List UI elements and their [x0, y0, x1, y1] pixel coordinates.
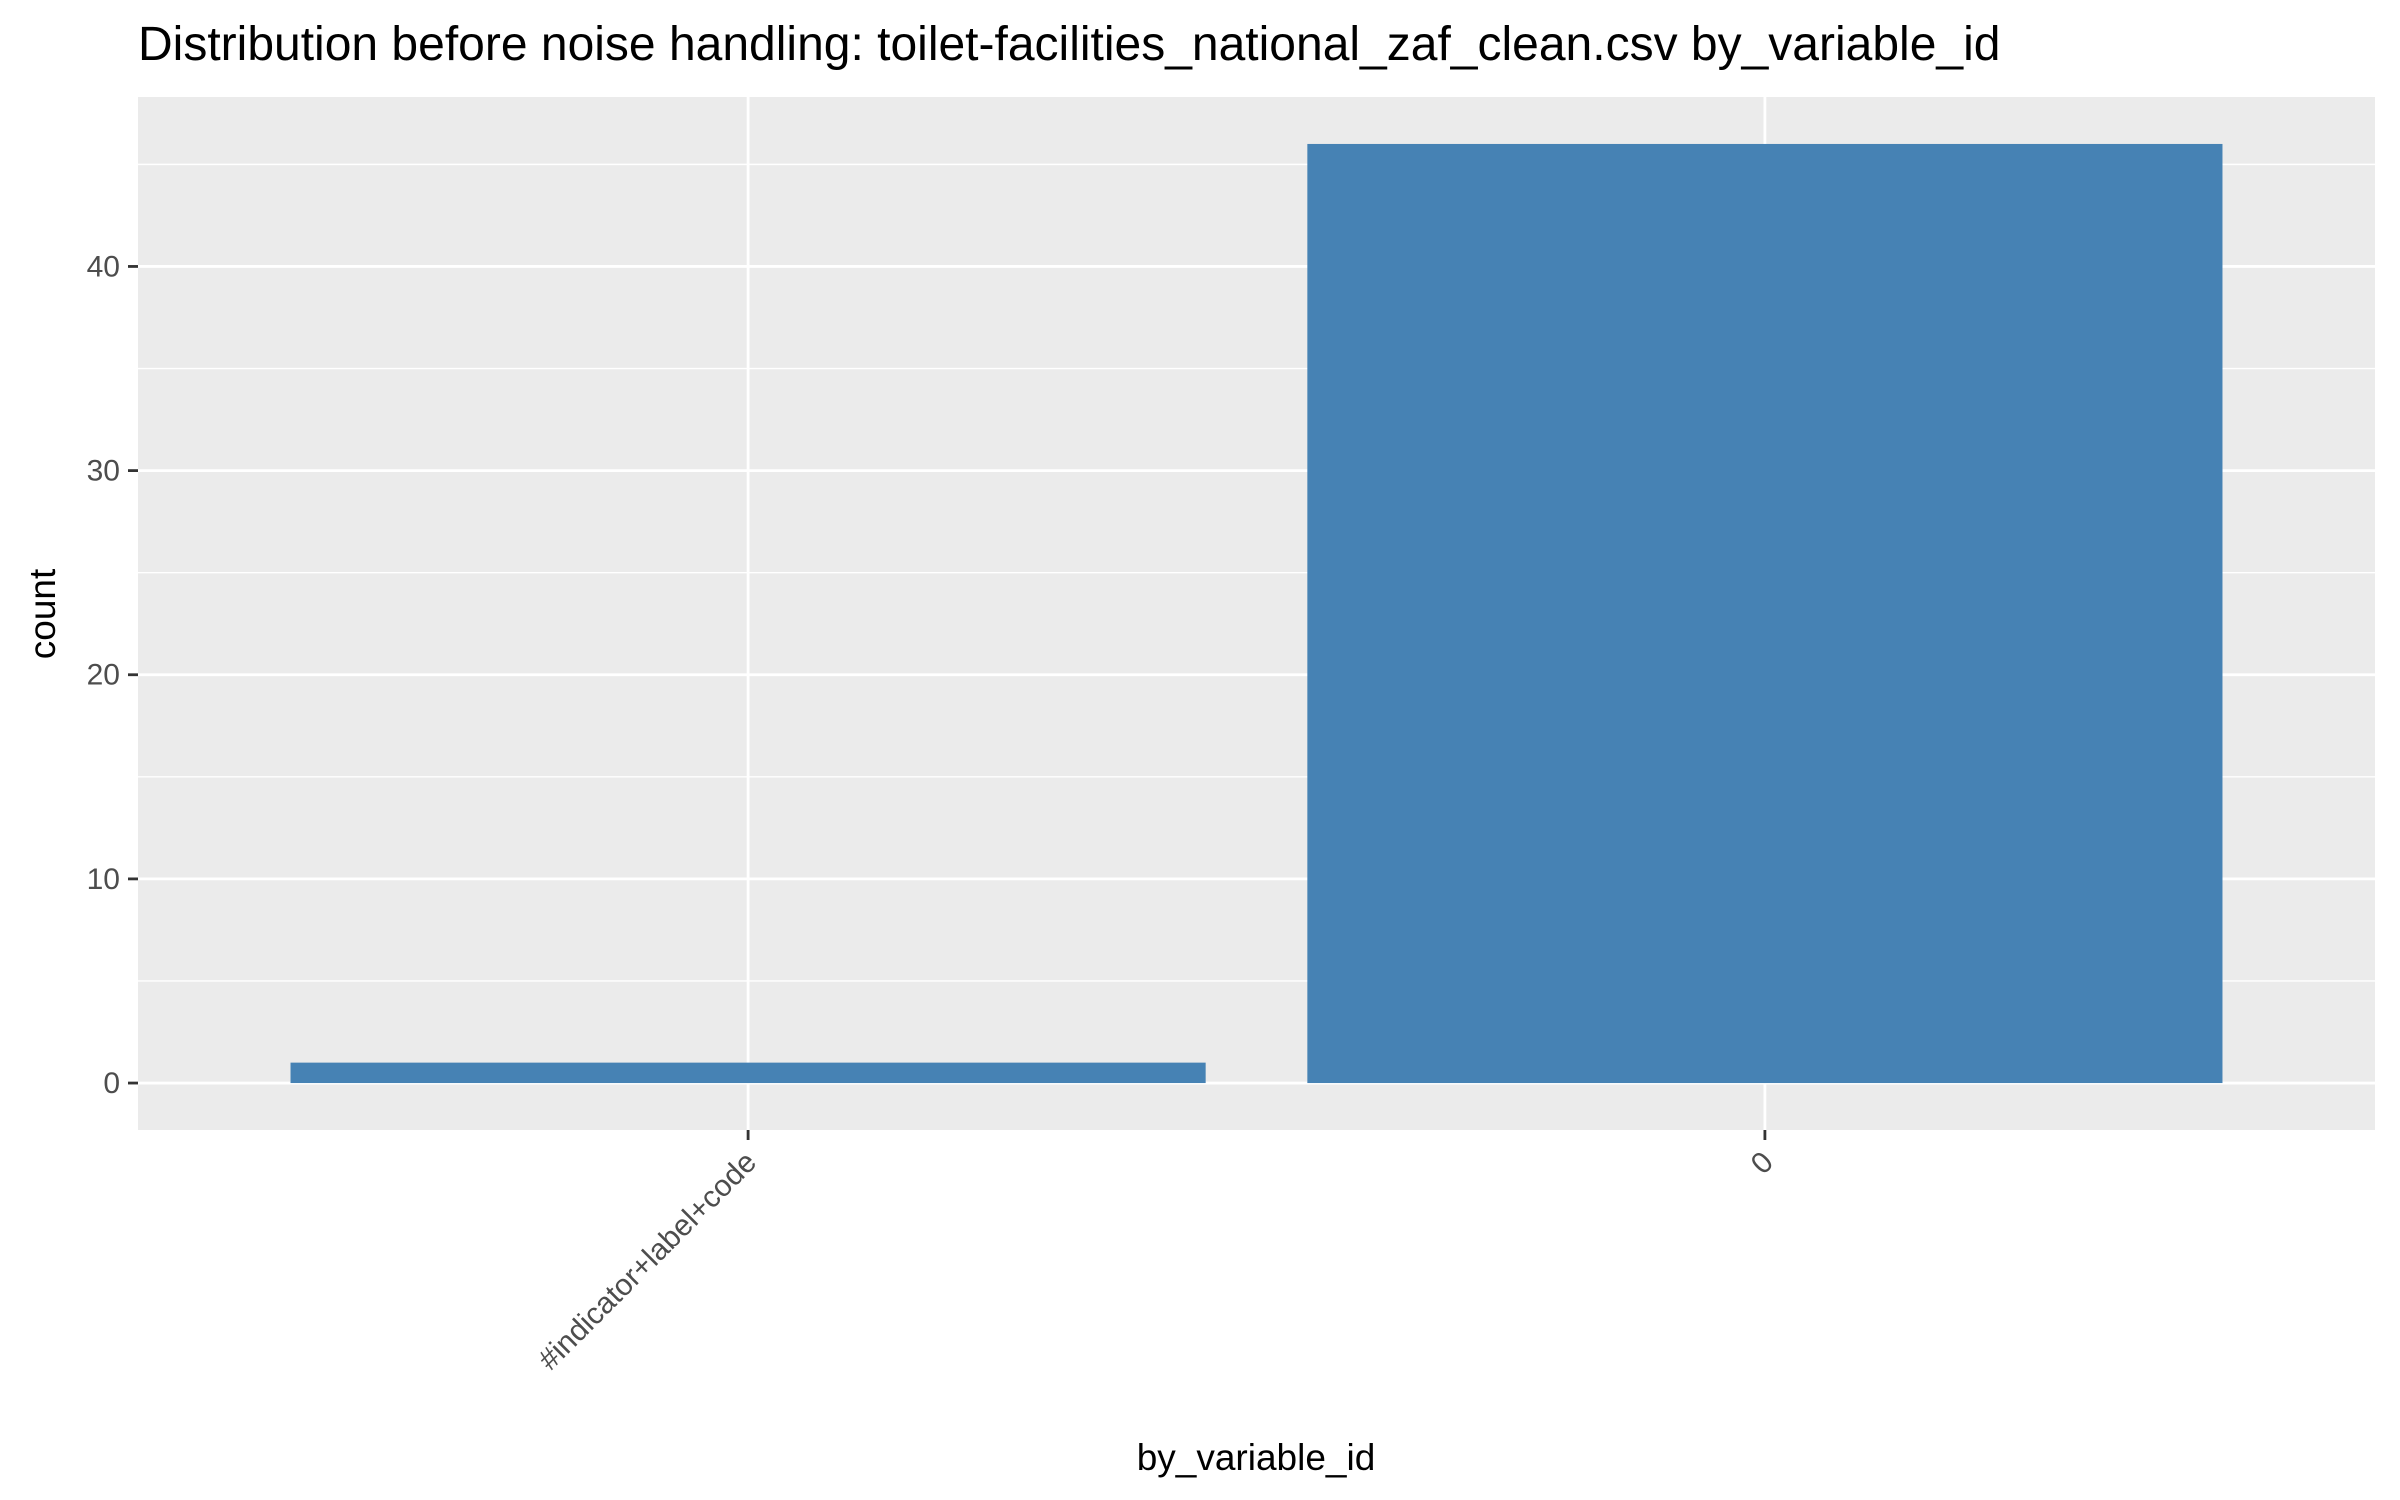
y-tick-label: 0 — [103, 1067, 120, 1100]
y-tick-label: 40 — [87, 250, 120, 283]
y-tick-label: 30 — [87, 455, 120, 488]
x-tick-label: #indicator+label+code — [532, 1146, 763, 1377]
y-axis-title: count — [22, 568, 63, 659]
x-tick-label: 0 — [1745, 1146, 1780, 1181]
bars — [290, 143, 2223, 1084]
chart-title: Distribution before noise handling: toil… — [138, 18, 2000, 71]
y-tick-label: 20 — [87, 659, 120, 692]
bar — [1307, 143, 2223, 1084]
x-axis: #indicator+label+code 0 — [532, 1130, 1780, 1377]
x-axis-title: by_variable_id — [1137, 1437, 1376, 1478]
y-tick-label: 10 — [87, 863, 120, 896]
y-axis: 0 10 20 30 40 — [87, 250, 138, 1100]
bar — [290, 1062, 1206, 1084]
